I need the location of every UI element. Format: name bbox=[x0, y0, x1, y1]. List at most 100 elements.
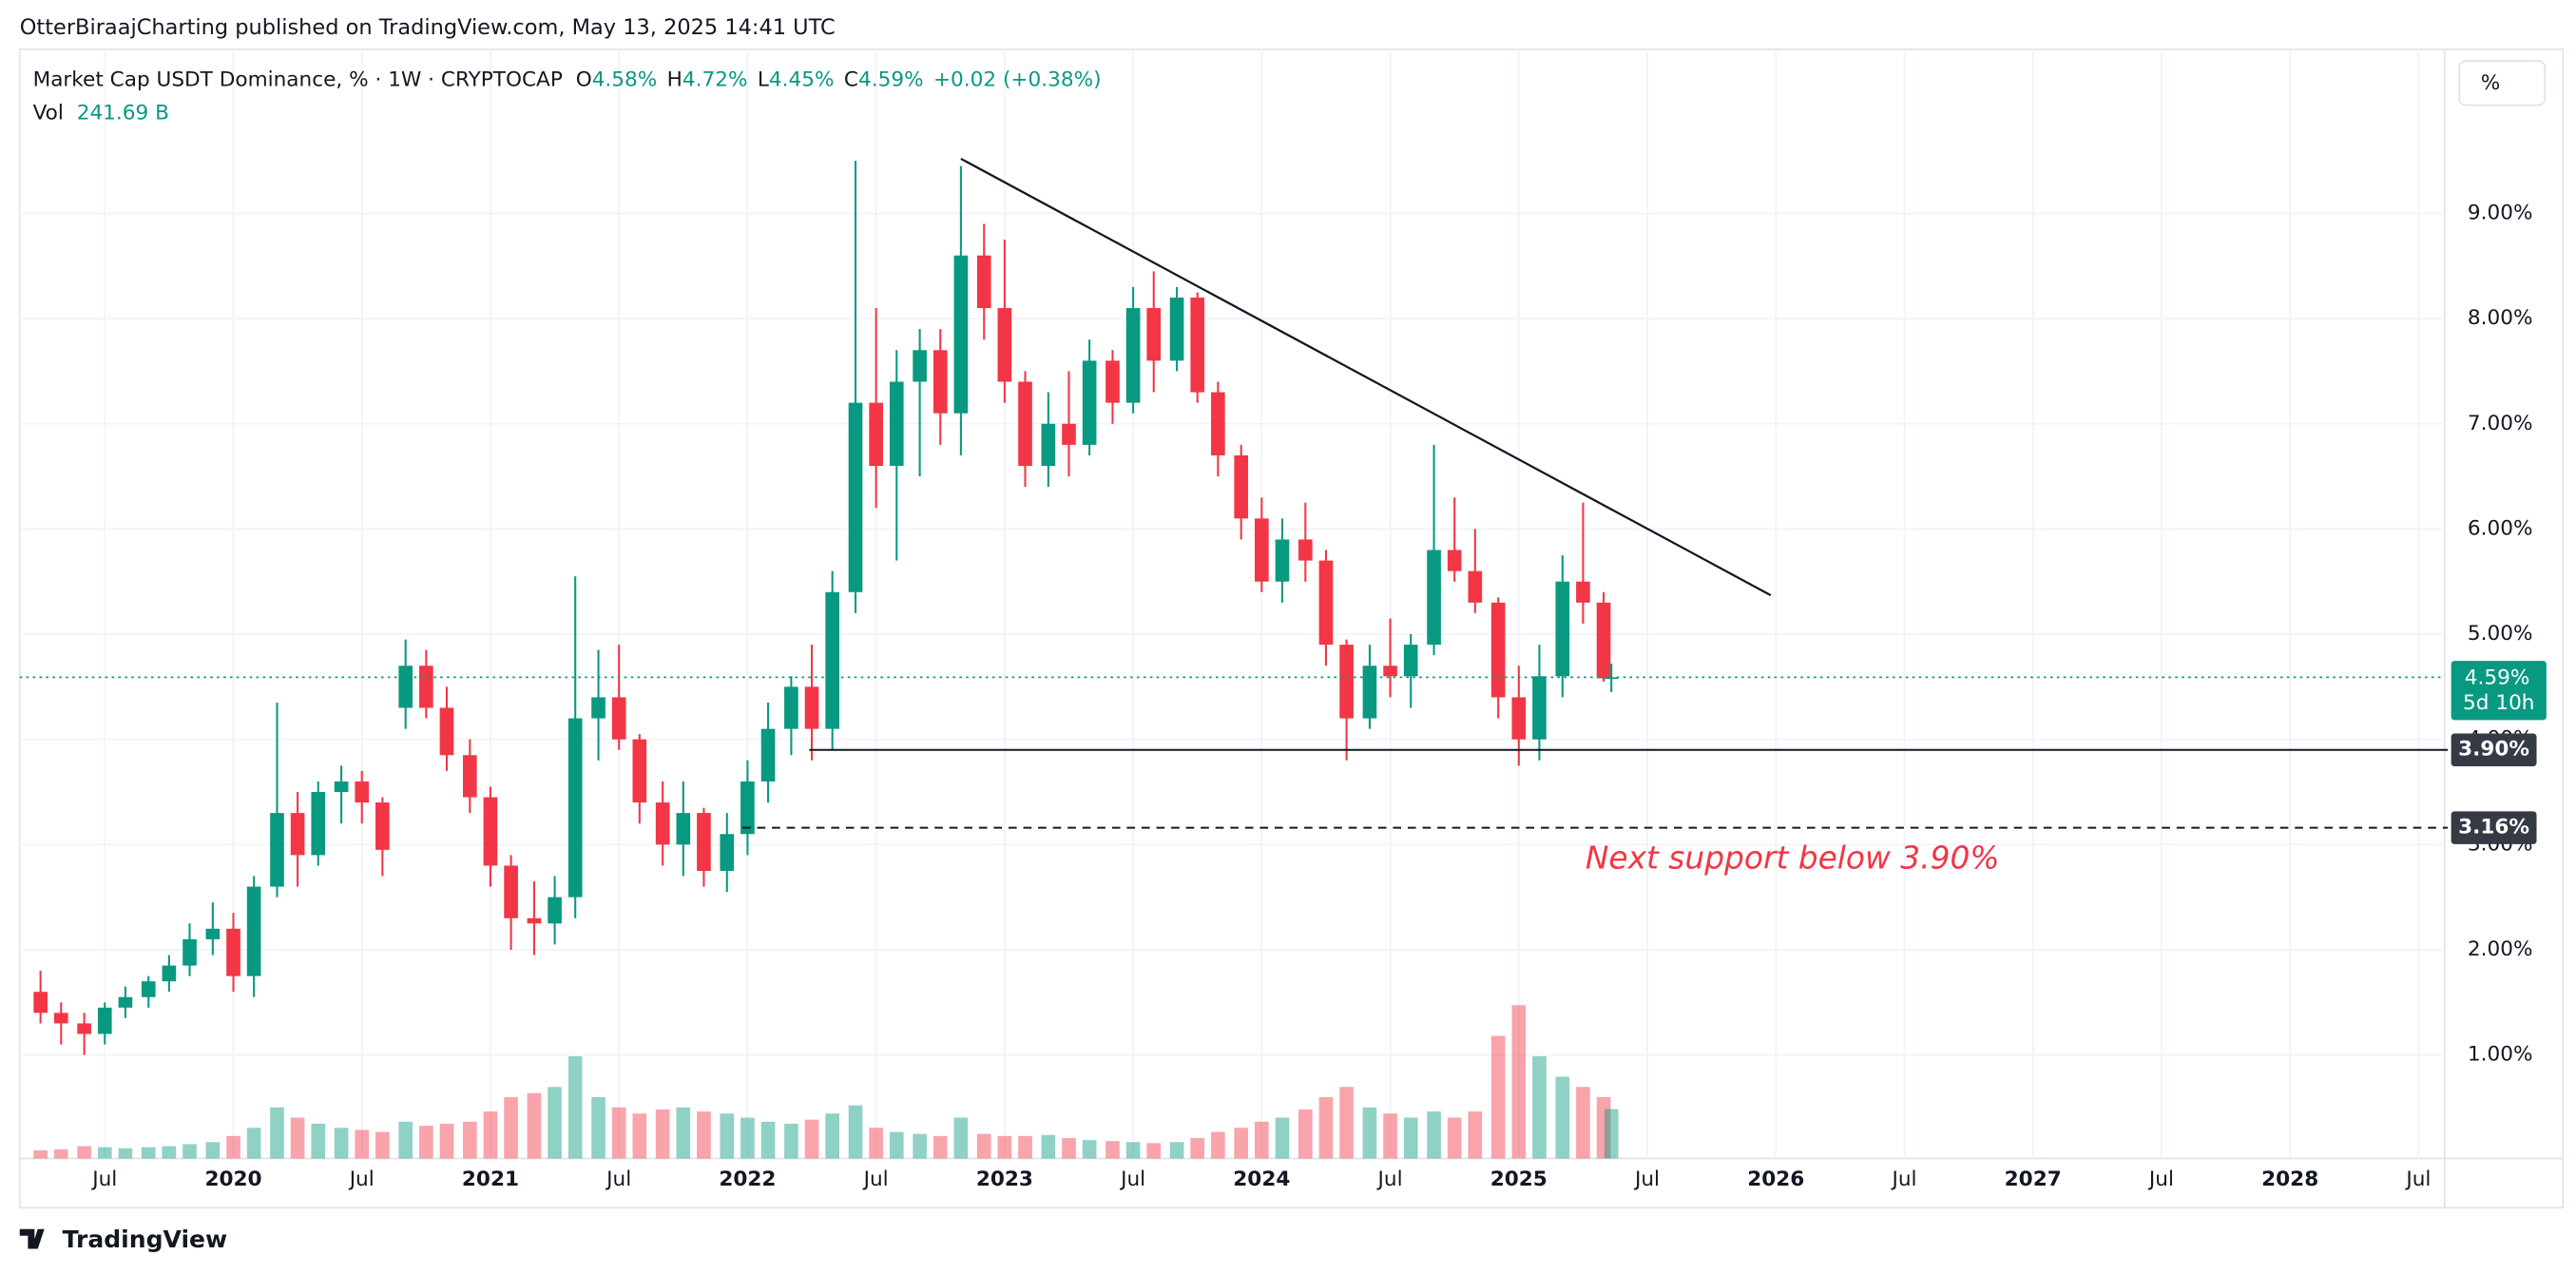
candle-body bbox=[205, 928, 221, 939]
scale-button-label[interactable]: % bbox=[2481, 71, 2501, 95]
volume-bar bbox=[1604, 1109, 1619, 1159]
volume-bar bbox=[632, 1113, 647, 1159]
volume-bar bbox=[913, 1133, 927, 1159]
volume-bar bbox=[676, 1107, 691, 1159]
volume-bar bbox=[1362, 1107, 1377, 1159]
volume-bar bbox=[1211, 1131, 1225, 1159]
volume-bar bbox=[439, 1123, 454, 1159]
volume-bar bbox=[1062, 1137, 1076, 1159]
y-tick-label: 9.00% bbox=[2468, 201, 2533, 224]
candle-body bbox=[869, 402, 883, 467]
volume-bar bbox=[226, 1135, 240, 1159]
x-tick-label: 2020 bbox=[204, 1168, 261, 1191]
candle-body bbox=[1318, 560, 1334, 646]
chart-frame bbox=[18, 48, 2565, 1209]
level-price-box bbox=[2451, 811, 2537, 844]
level-price-box bbox=[2451, 733, 2537, 767]
candle-body bbox=[1427, 550, 1441, 646]
volume-bar bbox=[205, 1142, 221, 1159]
x-tick-label: 2024 bbox=[1233, 1168, 1290, 1191]
candle-body bbox=[567, 718, 583, 898]
y-tick-label: 7.00% bbox=[2468, 412, 2533, 435]
y-tick-label: 8.00% bbox=[2468, 306, 2533, 330]
candle-body bbox=[1362, 666, 1377, 719]
volume-bar bbox=[1255, 1121, 1269, 1159]
volume-bar bbox=[246, 1128, 261, 1159]
volume-bar bbox=[1447, 1117, 1462, 1159]
volume-bar bbox=[611, 1107, 626, 1159]
candle-body bbox=[1062, 423, 1076, 445]
volume-bar bbox=[720, 1113, 735, 1159]
volume-bar bbox=[504, 1097, 518, 1159]
volume-legend: Vol 241.69 B bbox=[33, 101, 169, 125]
annotation: Next support below 3.90% bbox=[1586, 840, 2000, 876]
volume-bar bbox=[697, 1111, 711, 1159]
candle-body bbox=[697, 813, 711, 871]
volume-bar bbox=[760, 1121, 776, 1159]
volume-bar bbox=[97, 1147, 112, 1159]
candle-body bbox=[1018, 381, 1032, 467]
level-price-label: 3.16% bbox=[2458, 816, 2529, 840]
candle-body bbox=[1105, 360, 1120, 403]
l-value: 4.45% bbox=[769, 68, 835, 92]
change: +0.02 (+0.38%) bbox=[933, 68, 1102, 92]
candle-body bbox=[527, 917, 542, 924]
candle-body bbox=[1146, 308, 1162, 361]
candle-body bbox=[355, 781, 370, 803]
volume-bar bbox=[419, 1126, 433, 1159]
candle-body bbox=[632, 739, 647, 803]
candle-body bbox=[1125, 308, 1141, 403]
candle-body bbox=[290, 813, 305, 856]
candle-body bbox=[997, 308, 1012, 382]
volume-bar bbox=[784, 1123, 798, 1159]
candle-body bbox=[419, 666, 433, 708]
volume-bar bbox=[1576, 1087, 1590, 1159]
candle-body bbox=[1383, 666, 1397, 677]
y-tick-label: 2.00% bbox=[2468, 937, 2533, 961]
last-price-box bbox=[2451, 661, 2547, 721]
l-label: L bbox=[758, 68, 769, 92]
volume-bar bbox=[976, 1133, 991, 1159]
volume-bar bbox=[548, 1087, 562, 1159]
volume-bar bbox=[77, 1146, 91, 1159]
vol-label: Vol bbox=[33, 101, 64, 125]
candle-body bbox=[784, 686, 798, 729]
volume-bar bbox=[740, 1117, 755, 1159]
candle-body bbox=[97, 1007, 112, 1034]
volume-bar bbox=[1125, 1142, 1141, 1159]
x-tick-label: Jul bbox=[862, 1168, 889, 1191]
candle-body bbox=[118, 996, 133, 1008]
h-value: 4.72% bbox=[682, 68, 748, 92]
candle-body bbox=[33, 992, 48, 1013]
candle-body bbox=[591, 697, 606, 719]
candle-body bbox=[611, 697, 626, 740]
volume-bar bbox=[334, 1128, 349, 1159]
volume-bar bbox=[270, 1107, 284, 1159]
volume-bar bbox=[311, 1123, 326, 1159]
c-label: C bbox=[844, 68, 858, 92]
volume-bar bbox=[462, 1121, 477, 1159]
volume-bar bbox=[869, 1128, 883, 1159]
volume-bar bbox=[1490, 1035, 1506, 1159]
y-tick-label: 6.00% bbox=[2468, 516, 2533, 540]
volume-bar bbox=[1403, 1117, 1418, 1159]
legend-line: Market Cap USDT Dominance, % · 1W · CRYP… bbox=[33, 68, 1102, 92]
volume-bar bbox=[141, 1147, 156, 1159]
candle-body bbox=[720, 834, 735, 871]
volume-bar bbox=[567, 1056, 583, 1159]
volume-bar bbox=[1339, 1087, 1354, 1159]
volume-bar bbox=[1234, 1128, 1249, 1159]
candle-body bbox=[141, 981, 156, 997]
x-tick-label: Jul bbox=[1119, 1168, 1145, 1191]
volume-bar bbox=[591, 1097, 606, 1159]
scale-button[interactable] bbox=[2458, 60, 2547, 106]
candle-body bbox=[1403, 645, 1418, 677]
candle-body bbox=[976, 255, 991, 309]
volume-bar bbox=[997, 1135, 1012, 1159]
volume-bar bbox=[1468, 1111, 1483, 1159]
candle-body bbox=[334, 781, 349, 793]
y-tick-label: 5.00% bbox=[2468, 622, 2533, 646]
volume-bar bbox=[655, 1109, 670, 1159]
volume-bar bbox=[483, 1111, 498, 1159]
